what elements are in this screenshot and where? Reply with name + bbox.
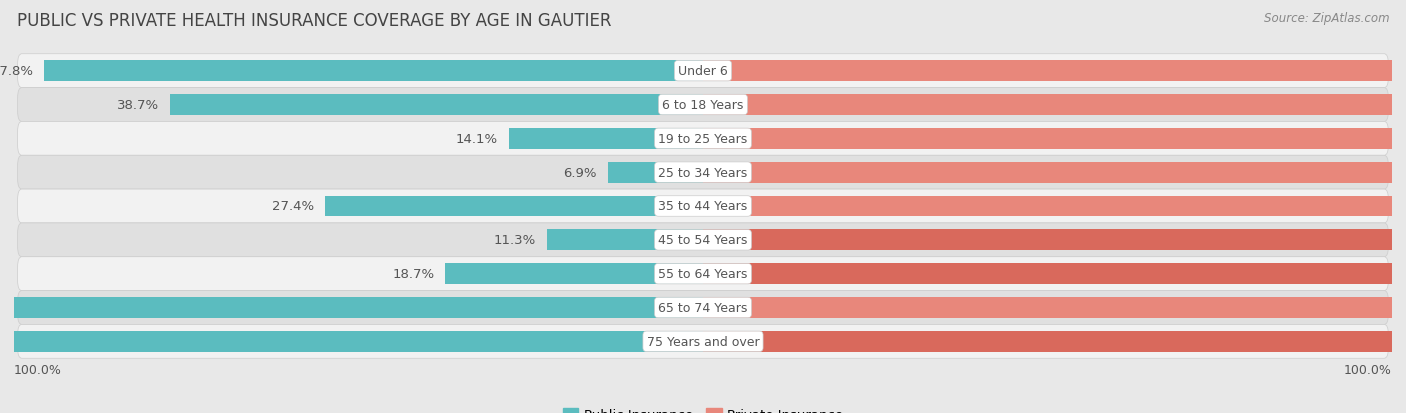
Bar (0, 331, 703, 352)
Bar (170, 95, 703, 116)
Bar (703, 162, 1406, 183)
FancyBboxPatch shape (18, 223, 1388, 257)
Bar (703, 95, 1406, 116)
FancyBboxPatch shape (18, 55, 1388, 88)
FancyBboxPatch shape (18, 88, 1388, 122)
Text: 35 to 44 Years: 35 to 44 Years (658, 200, 748, 213)
Text: Source: ZipAtlas.com: Source: ZipAtlas.com (1264, 12, 1389, 25)
Text: 75 Years and over: 75 Years and over (647, 335, 759, 348)
Bar (703, 61, 1406, 82)
Text: 19 to 25 Years: 19 to 25 Years (658, 133, 748, 145)
FancyBboxPatch shape (18, 190, 1388, 223)
FancyBboxPatch shape (18, 257, 1388, 291)
FancyBboxPatch shape (18, 325, 1388, 358)
Bar (509, 128, 703, 150)
Bar (607, 162, 703, 183)
Text: 6 to 18 Years: 6 to 18 Years (662, 99, 744, 112)
Text: 14.1%: 14.1% (456, 133, 498, 145)
Text: Under 6: Under 6 (678, 65, 728, 78)
Text: 45 to 54 Years: 45 to 54 Years (658, 234, 748, 247)
Legend: Public Insurance, Private Insurance: Public Insurance, Private Insurance (557, 402, 849, 413)
Text: 18.7%: 18.7% (392, 268, 434, 280)
Text: 27.4%: 27.4% (273, 200, 315, 213)
Text: 100.0%: 100.0% (1344, 363, 1392, 376)
Text: 25 to 34 Years: 25 to 34 Years (658, 166, 748, 179)
Text: 65 to 74 Years: 65 to 74 Years (658, 301, 748, 314)
Bar (703, 331, 1406, 352)
Text: PUBLIC VS PRIVATE HEALTH INSURANCE COVERAGE BY AGE IN GAUTIER: PUBLIC VS PRIVATE HEALTH INSURANCE COVER… (17, 12, 612, 30)
Bar (703, 128, 1406, 150)
Bar (0, 297, 703, 318)
Text: 6.9%: 6.9% (564, 166, 598, 179)
Bar (703, 230, 1406, 251)
FancyBboxPatch shape (18, 122, 1388, 156)
Text: 55 to 64 Years: 55 to 64 Years (658, 268, 748, 280)
Bar (703, 196, 1406, 217)
Bar (703, 297, 1406, 318)
FancyBboxPatch shape (18, 291, 1388, 325)
FancyBboxPatch shape (18, 156, 1388, 190)
Bar (325, 196, 703, 217)
Text: 100.0%: 100.0% (14, 363, 62, 376)
Bar (45, 61, 703, 82)
Bar (446, 263, 703, 285)
Text: 47.8%: 47.8% (0, 65, 34, 78)
Bar (547, 230, 703, 251)
Text: 11.3%: 11.3% (494, 234, 536, 247)
Text: 38.7%: 38.7% (117, 99, 159, 112)
Bar (703, 263, 1406, 285)
